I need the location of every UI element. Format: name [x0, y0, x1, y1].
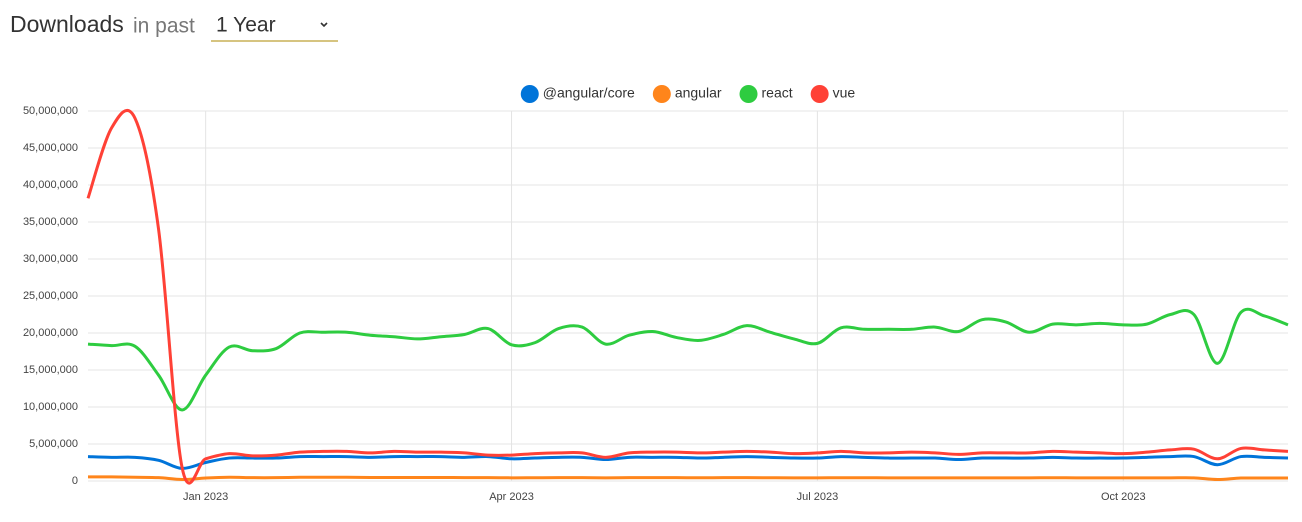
y-tick-label: 30,000,000 [23, 253, 78, 265]
legend: @angular/core angular react vue [520, 85, 856, 103]
legend-swatch [652, 85, 671, 103]
y-tick-label: 5,000,000 [29, 438, 78, 450]
grid: 0 5,000,000 10,000,000 15,000,000 20,000,000… [23, 105, 1288, 503]
legend-item[interactable]: react [739, 85, 793, 103]
y-tick-label: 20,000,000 [23, 327, 78, 339]
legend-swatch [810, 85, 829, 103]
legend-label: vue [833, 85, 856, 101]
legend-label: angular [675, 85, 722, 101]
header-title: Downloads [10, 11, 124, 37]
y-tick-label: 15,000,000 [23, 364, 78, 376]
x-tick-label: Jan 2023 [183, 491, 228, 503]
legend-item[interactable]: vue [810, 85, 856, 103]
series-line [87, 307, 1289, 412]
y-tick-label: 10,000,000 [23, 401, 78, 413]
x-tick-label: Apr 2023 [489, 491, 534, 503]
y-tick-label: 50,000,000 [23, 105, 78, 117]
y-tick-label: 45,000,000 [23, 142, 78, 154]
legend-item[interactable]: angular [652, 85, 722, 103]
legend-swatch [520, 85, 539, 103]
legend-label: react [762, 85, 793, 101]
dropdown-chevron[interactable] [320, 22, 328, 28]
legend-item[interactable]: @angular/core [520, 85, 635, 103]
y-tick-label: 35,000,000 [23, 216, 78, 228]
lines [86, 109, 1289, 485]
y-tick-label: 0 [72, 475, 78, 487]
period-dropdown[interactable]: 1 Year [211, 14, 338, 42]
y-tick-label: 25,000,000 [23, 290, 78, 302]
x-tick-label: Oct 2023 [1101, 491, 1146, 503]
y-tick-label: 40,000,000 [23, 179, 78, 191]
legend-swatch [739, 85, 758, 103]
legend-label: @angular/core [543, 85, 635, 101]
series-line [87, 454, 1289, 470]
series-line [87, 475, 1289, 482]
dropdown-value[interactable]: 1 Year [216, 14, 276, 37]
series-line [86, 109, 1289, 485]
header-subtitle: in past [133, 15, 195, 38]
x-tick-label: Jul 2023 [797, 491, 839, 503]
